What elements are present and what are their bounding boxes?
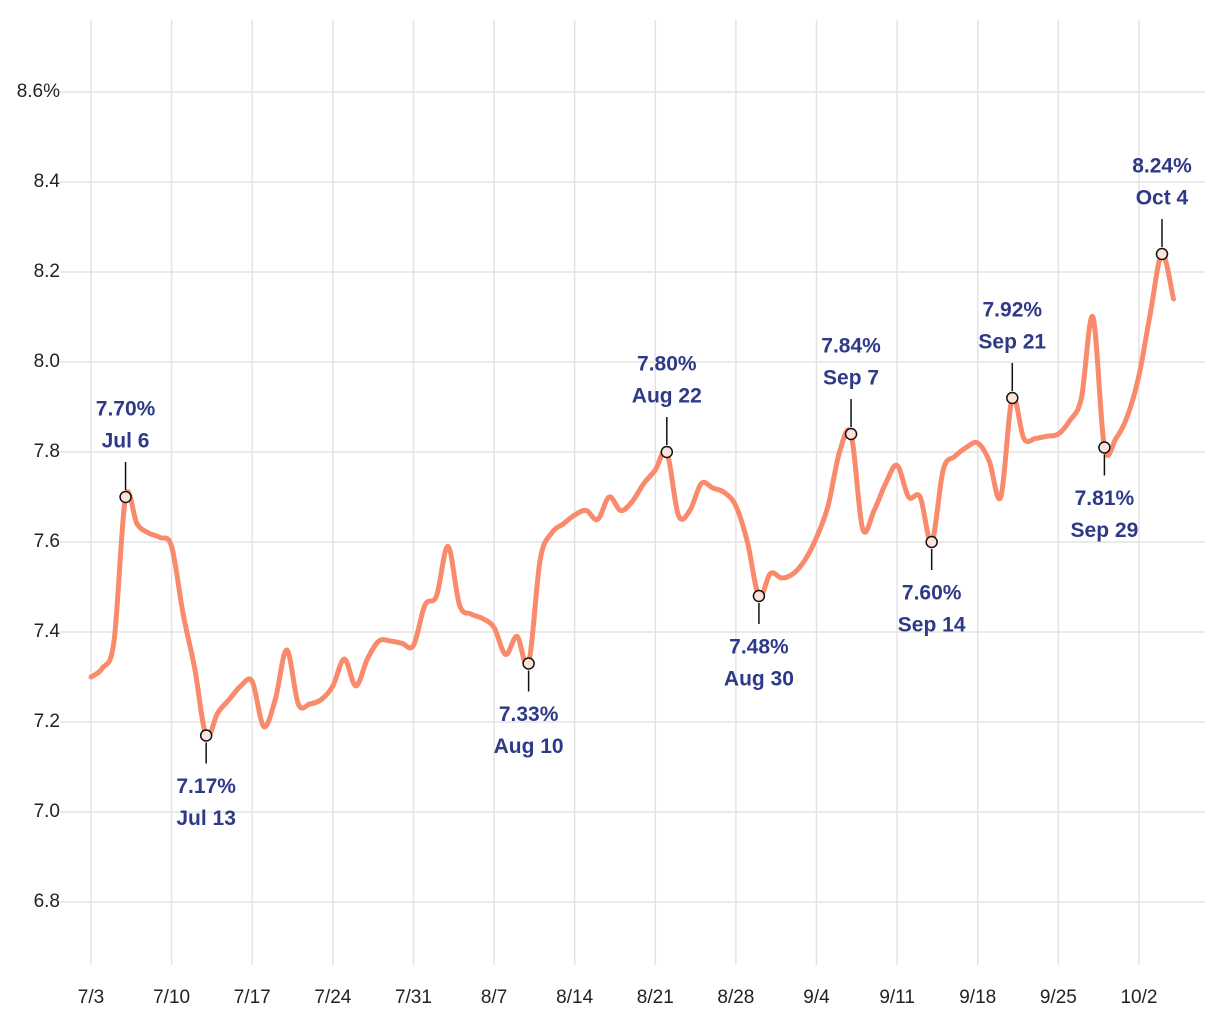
y-tick-label: 6.8: [34, 891, 60, 912]
annotation-date: Aug 30: [724, 668, 794, 691]
x-tick-label: 10/2: [1120, 987, 1157, 1008]
x-tick-label: 7/10: [153, 987, 190, 1008]
point-marker: [844, 427, 858, 441]
annotation-value: 7.70%: [96, 398, 156, 421]
annotation-value: 7.81%: [1075, 487, 1135, 510]
y-tick-label: 8.0: [34, 351, 60, 372]
x-tick-label: 8/7: [481, 987, 507, 1008]
point-marker: [522, 657, 535, 670]
point-marker: [119, 490, 132, 504]
point-marker: [660, 445, 674, 459]
x-tick-label: 7/31: [395, 987, 432, 1008]
annotation-value: 8.24%: [1132, 155, 1192, 178]
point-marker: [1006, 391, 1019, 405]
x-tick-label: 8/28: [717, 987, 754, 1008]
line: [88, 251, 1176, 740]
x-tick-label: 8/21: [637, 987, 674, 1008]
x-tick-label: 9/4: [803, 987, 830, 1008]
annotation-date: Sep 14: [898, 614, 966, 637]
annotation-date: Aug 22: [632, 385, 702, 408]
annotation-date: Aug 10: [494, 735, 564, 758]
annotation-date: Jul 13: [176, 807, 236, 830]
annotation-date: Oct 4: [1136, 187, 1189, 210]
y-tick-label: 7.6: [34, 531, 60, 552]
y-tick-label: 7.8: [34, 441, 60, 462]
x-tick-label: 9/11: [879, 987, 915, 1008]
y-tick-label: 7.2: [34, 711, 60, 732]
x-tick-label: 7/3: [78, 987, 104, 1008]
point-marker: [199, 729, 213, 742]
annotation-date: Sep 21: [978, 331, 1046, 354]
annotation-value: 7.60%: [902, 582, 962, 605]
y-tick-label: 8.4: [34, 171, 61, 192]
annotation-date: Sep 29: [1071, 519, 1139, 542]
point-marker: [1155, 247, 1169, 261]
point-marker: [1098, 441, 1111, 454]
x-tick-label: 9/18: [959, 987, 996, 1008]
x-tick-label: 7/24: [314, 987, 351, 1008]
point-marker: [752, 589, 766, 603]
annotation-value: 7.48%: [729, 636, 789, 659]
point-marker: [925, 535, 938, 549]
annotation-value: 7.17%: [176, 775, 236, 798]
y-tick-label: 8.2: [34, 261, 60, 282]
annotation-value: 7.33%: [499, 703, 559, 726]
annotation-value: 7.84%: [821, 335, 881, 358]
x-tick-label: 9/25: [1040, 987, 1077, 1008]
y-tick-label: 8.6%: [17, 81, 60, 102]
annotation-date: Sep 7: [823, 367, 879, 390]
x-tick-label: 8/14: [556, 987, 593, 1008]
y-tick-label: 7.4: [34, 621, 61, 642]
annotation-value: 7.92%: [983, 299, 1043, 322]
y-tick-label: 7.0: [34, 801, 60, 822]
annotation-value: 7.80%: [637, 353, 697, 376]
annotation-date: Jul 6: [102, 430, 150, 453]
x-tick-label: 7/17: [234, 987, 271, 1008]
